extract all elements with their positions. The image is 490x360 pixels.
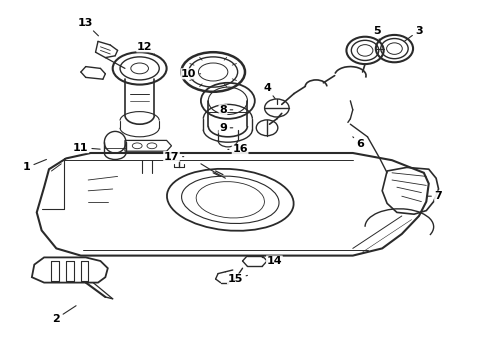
Text: 9: 9 xyxy=(219,123,233,133)
Text: 1: 1 xyxy=(23,159,47,172)
Text: 13: 13 xyxy=(78,18,98,36)
Text: 10: 10 xyxy=(181,69,200,79)
Text: 15: 15 xyxy=(227,274,247,284)
Text: 3: 3 xyxy=(404,26,423,41)
Text: 4: 4 xyxy=(263,83,275,99)
Text: 5: 5 xyxy=(373,26,381,41)
Text: 7: 7 xyxy=(427,191,442,201)
Text: 11: 11 xyxy=(73,143,100,153)
Text: 8: 8 xyxy=(219,105,233,115)
Text: 17: 17 xyxy=(164,152,184,162)
Text: 16: 16 xyxy=(228,144,248,154)
Text: 2: 2 xyxy=(52,306,76,324)
Text: 6: 6 xyxy=(353,137,364,149)
Text: 14: 14 xyxy=(262,256,282,266)
Text: 12: 12 xyxy=(137,42,154,54)
